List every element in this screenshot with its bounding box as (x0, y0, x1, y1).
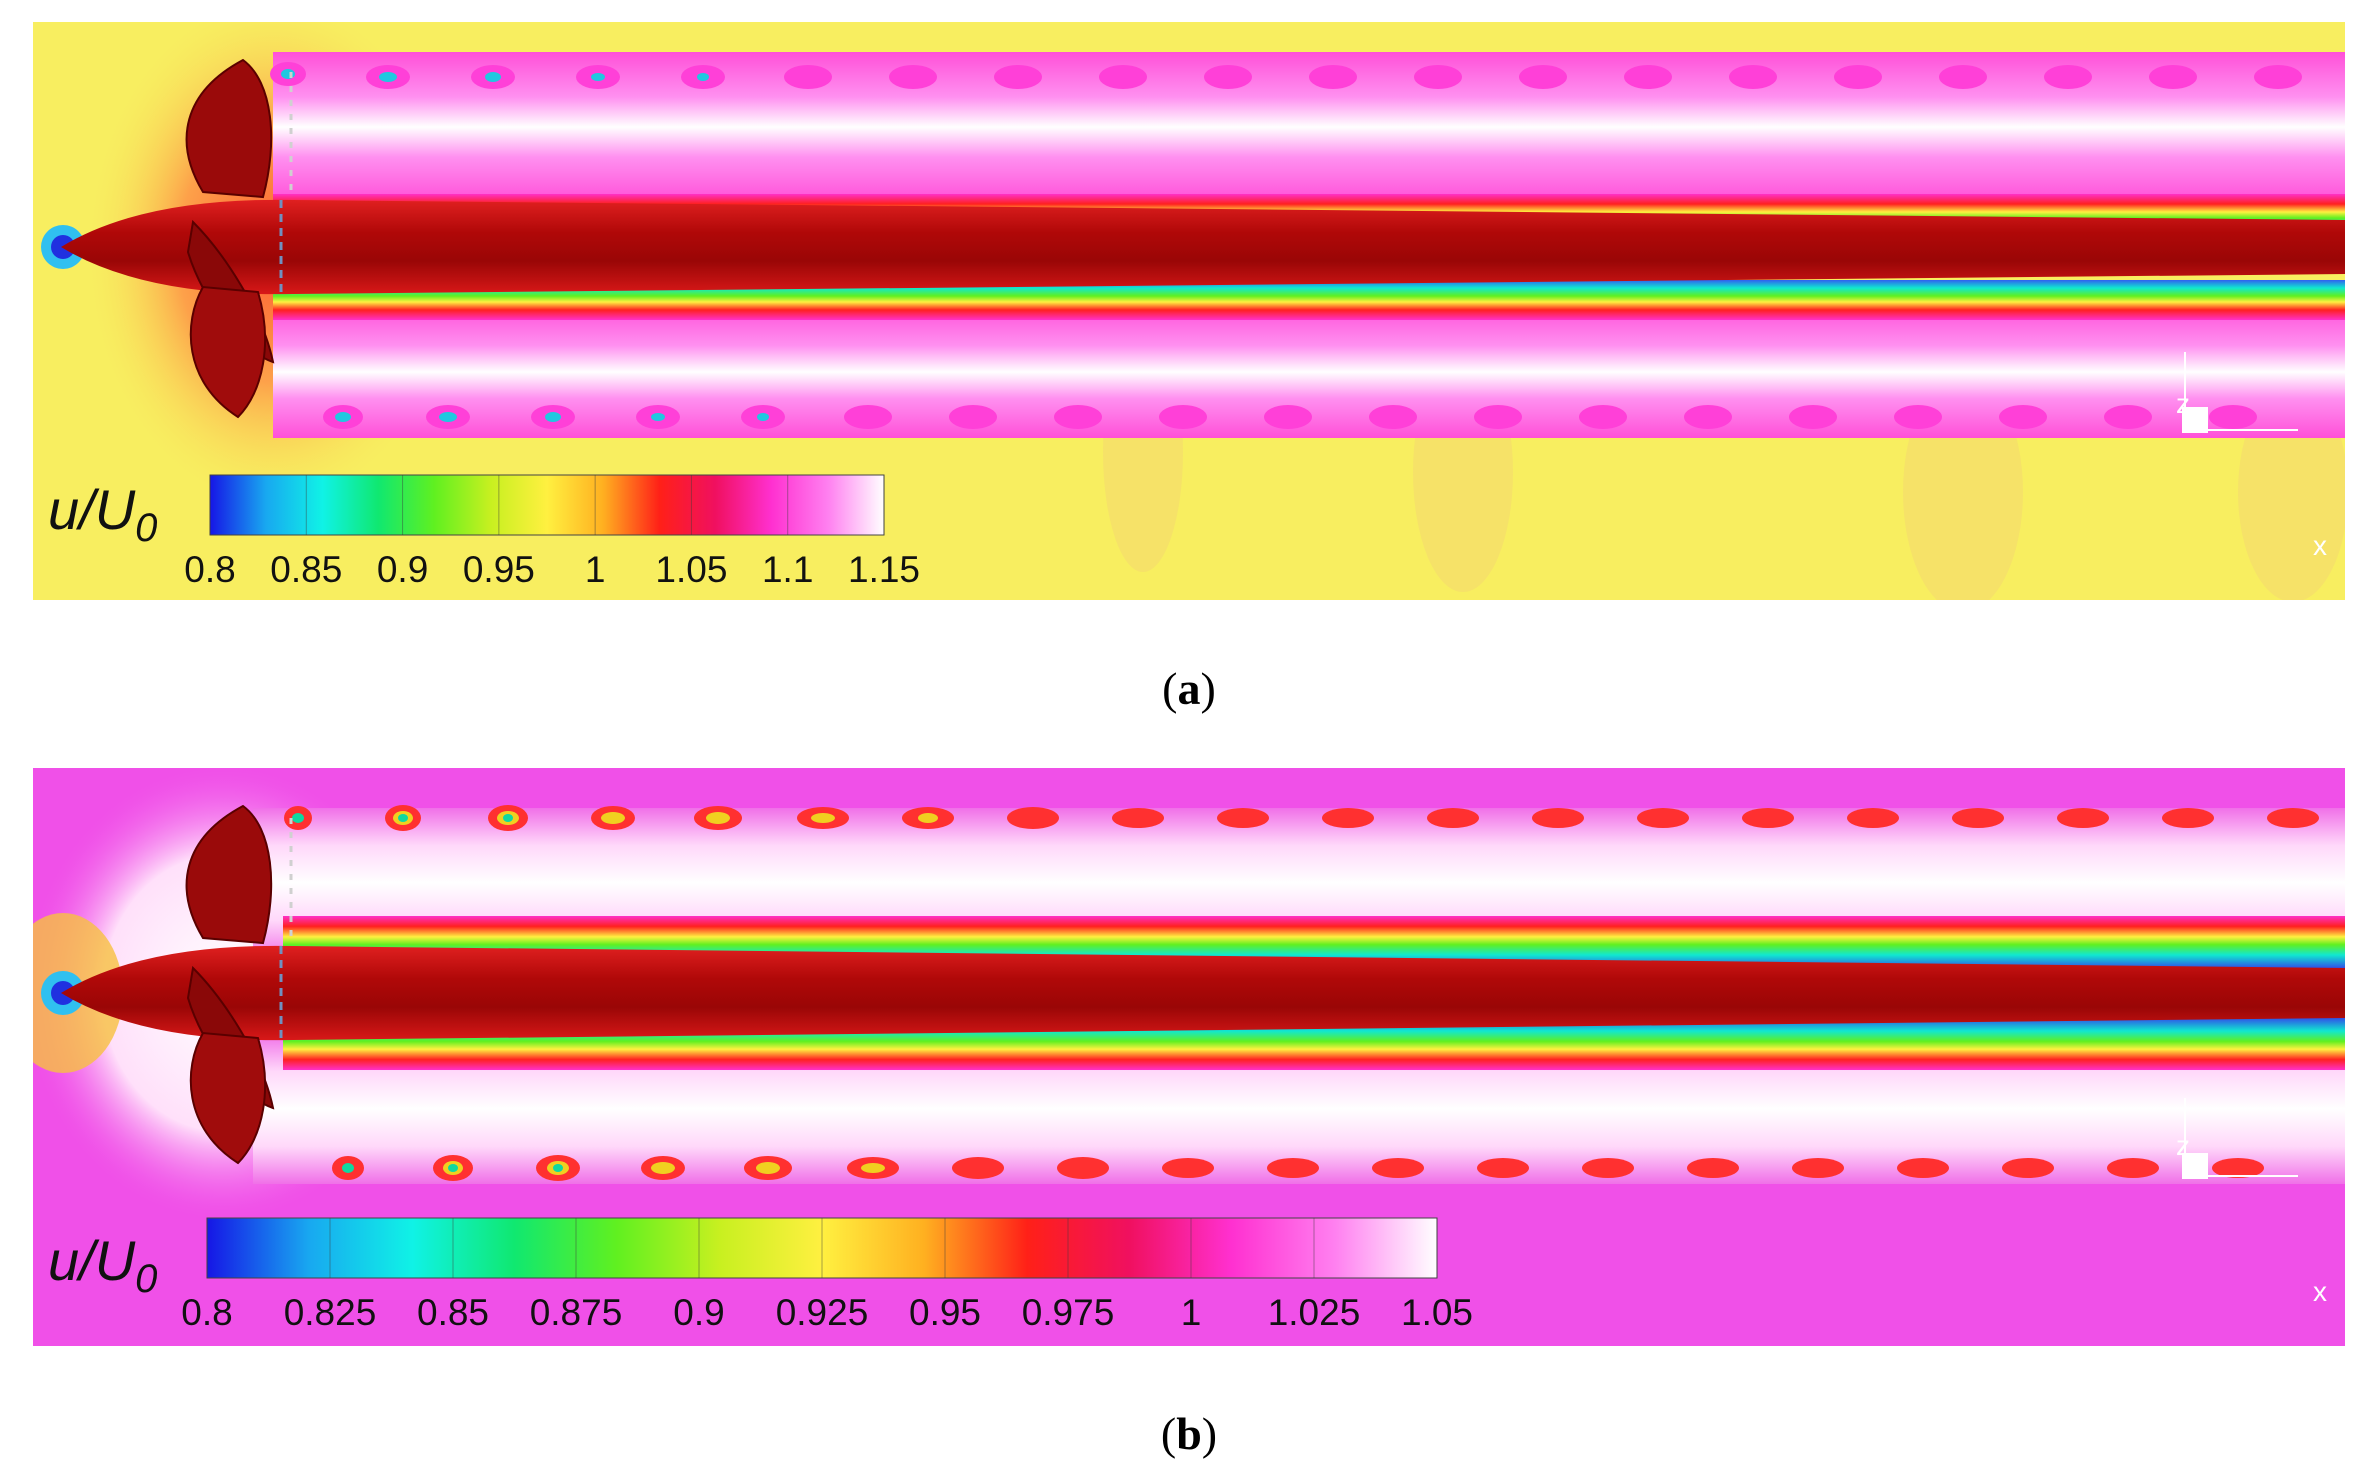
colorbar-tick-label: 0.9 (673, 1292, 725, 1333)
colorbar-title-a: u/U0 (48, 478, 158, 551)
propeller-hub-shaft (61, 199, 2345, 295)
velocity-contour-plot-a (33, 22, 2345, 600)
colorbar-tick-label: 0.875 (529, 1292, 623, 1333)
colorbar-tick-label: 0.975 (1021, 1292, 1115, 1333)
propeller-blade-lower (189, 1031, 267, 1165)
axes-triad-a (2182, 352, 2298, 433)
panel-b: u/U0 0.8 0.825 0.85 0.875 0.9 0.925 0.95 0.975 1… (33, 768, 2345, 1346)
colorbar-tick-label: 1.15 (847, 549, 921, 590)
colorbar-gradient (206, 1217, 1438, 1279)
colorbar-tick-label: 0.85 (416, 1292, 490, 1333)
lower-tip-vortices (332, 1155, 2264, 1181)
colorbar-tick-label: 0.8 (184, 549, 236, 590)
colorbar-a (209, 474, 885, 536)
axis-z-label-a: z (2176, 388, 2190, 419)
colorbar-tick-label: 1 (1180, 1292, 1202, 1333)
colorbar-tick-label: 0.95 (462, 549, 535, 590)
upper-tip-vortices (270, 62, 2302, 89)
colorbar-gradient (209, 474, 885, 536)
propeller-blade-upper (185, 804, 273, 945)
propeller-blade-upper (185, 58, 273, 199)
colorbar-tick-label: 0.9 (376, 549, 429, 590)
propeller-hub-shaft (61, 945, 2345, 1041)
lower-tip-vortices (323, 405, 2257, 429)
colorbar-tick-label: 1.05 (655, 549, 728, 590)
colorbar-tick-label: 1.05 (1400, 1292, 1474, 1333)
colorbar-tick-label: 0.825 (283, 1292, 377, 1333)
colorbar-tick-label: 0.85 (270, 549, 343, 590)
colorbar-title-b: u/U0 (48, 1229, 158, 1302)
upper-tip-vortices (284, 805, 2319, 831)
colorbar-b (206, 1217, 1438, 1279)
caption-a: (a) (1162, 663, 1216, 714)
colorbar-tick-label: 1 (584, 549, 606, 590)
colorbar-tick-label: 0.925 (775, 1292, 869, 1333)
caption-b: (b) (1160, 1408, 1218, 1459)
propeller-blade-lower (189, 285, 267, 419)
colorbar-tick-label: 0.95 (908, 1292, 982, 1333)
axes-triad-b (2182, 1098, 2298, 1179)
panel-a: u/U0 0.8 0.85 0.9 0.95 1 1.05 1.1 1.15 z x (33, 22, 2345, 600)
colorbar-tick-label: 0.8 (181, 1292, 233, 1333)
axis-x-label-b: x (2313, 1276, 2327, 1307)
colorbar-tick-label: 1.025 (1267, 1292, 1361, 1333)
colorbar-tick-label: 1.1 (761, 549, 814, 590)
velocity-contour-plot-b (33, 768, 2345, 1346)
axis-z-label-b: z (2176, 1130, 2190, 1161)
axis-x-label-a: x (2313, 530, 2327, 561)
